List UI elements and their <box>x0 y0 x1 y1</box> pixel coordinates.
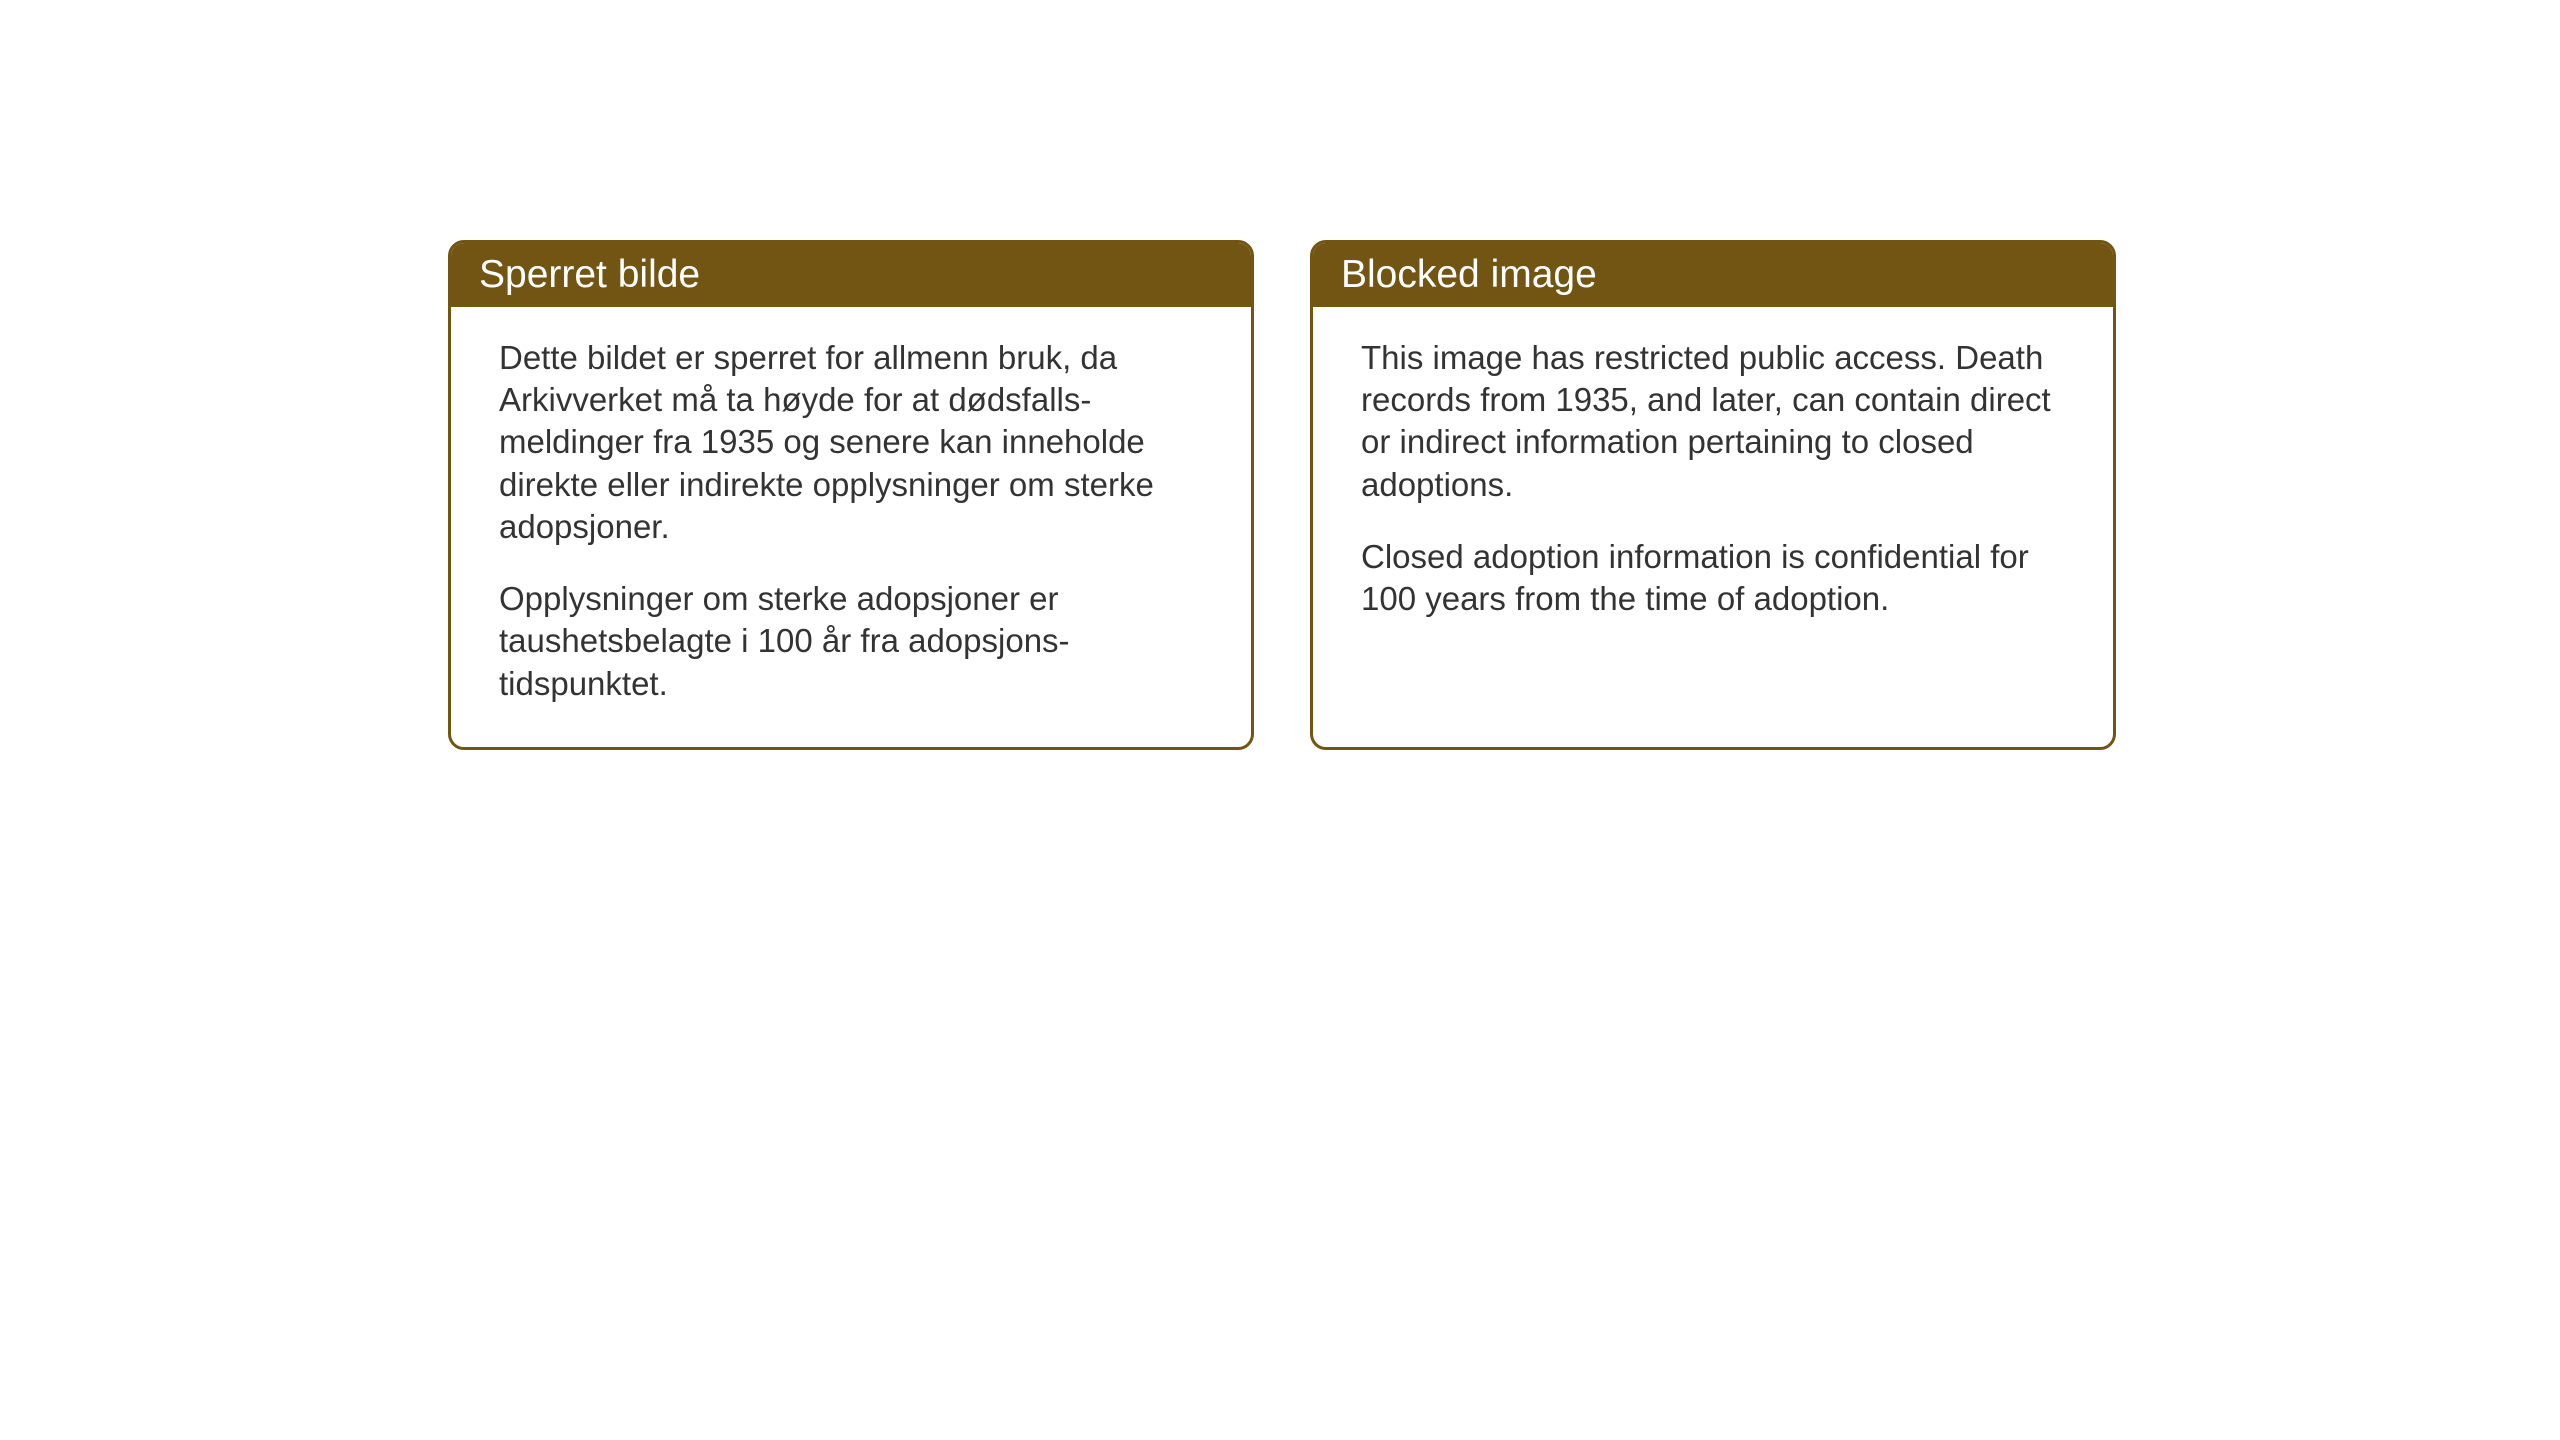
card-paragraph-2-norwegian: Opplysninger om sterke adopsjoner er tau… <box>499 578 1203 705</box>
card-header-norwegian: Sperret bilde <box>451 243 1251 307</box>
card-header-english: Blocked image <box>1313 243 2113 307</box>
card-paragraph-1-norwegian: Dette bildet er sperret for allmenn bruk… <box>499 337 1203 548</box>
blocked-image-card-norwegian: Sperret bilde Dette bildet er sperret fo… <box>448 240 1254 750</box>
card-paragraph-2-english: Closed adoption information is confident… <box>1361 536 2065 620</box>
card-body-english: This image has restricted public access.… <box>1313 307 2113 660</box>
blocked-image-card-english: Blocked image This image has restricted … <box>1310 240 2116 750</box>
card-paragraph-1-english: This image has restricted public access.… <box>1361 337 2065 506</box>
cards-container: Sperret bilde Dette bildet er sperret fo… <box>0 0 2560 750</box>
card-body-norwegian: Dette bildet er sperret for allmenn bruk… <box>451 307 1251 745</box>
